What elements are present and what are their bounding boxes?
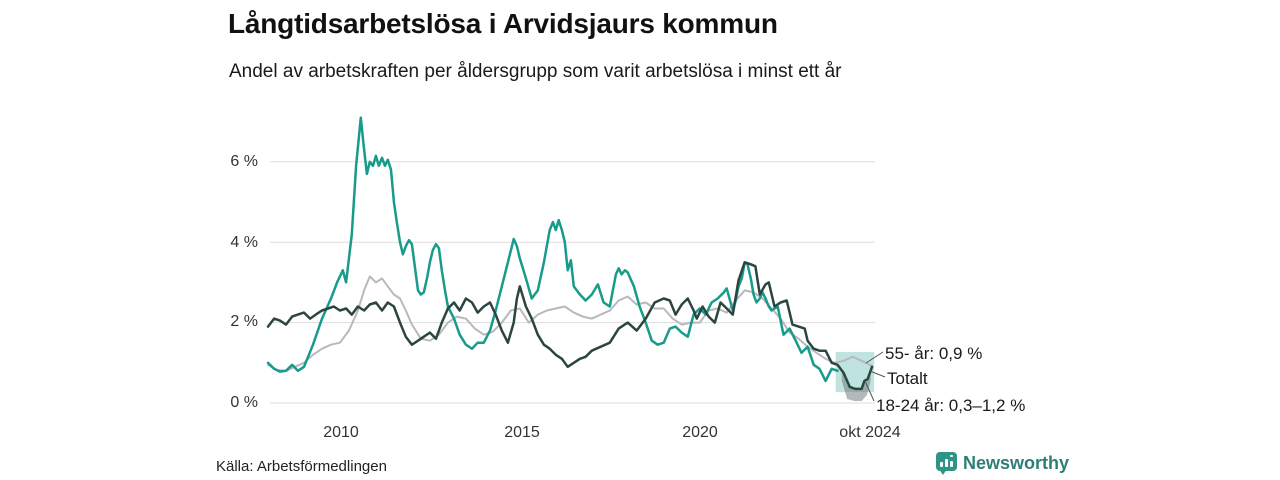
source-note: Källa: Arbetsförmedlingen: [216, 458, 387, 475]
chart-title: Långtidsarbetslösa i Arvidsjaurs kommun: [228, 8, 778, 39]
logo-bar-small: [940, 462, 943, 467]
uncertainty-band-18-24: [841, 368, 871, 401]
logo-bar-dot: [950, 455, 953, 457]
series-line-18-24-r: [266, 116, 839, 383]
logo-bar-tall: [945, 459, 948, 467]
chart-subtitle: Andel av arbetskraften per åldersgrupp s…: [229, 61, 842, 82]
y-axis-tick-4: 4 %: [230, 234, 258, 251]
annotation-55-plus: 55- år: 0,9 %: [885, 344, 983, 363]
annotation-18-24: 18-24 år: 0,3–1,2 %: [876, 396, 1026, 415]
annotation-totalt: Totalt: [887, 369, 928, 388]
y-axis-tick-6: 6 %: [230, 153, 258, 170]
y-axis-tick-0: 0 %: [230, 394, 258, 411]
annotation-connector-1: [869, 370, 886, 378]
newsworthy-logo-icon: [936, 452, 957, 471]
logo-bar-exclaim: [950, 461, 953, 467]
x-axis-tick-2020: 2020: [682, 424, 718, 441]
logo-bubble-tail: [939, 469, 947, 475]
x-axis-tick-2015: 2015: [504, 424, 540, 441]
brand-name: Newsworthy: [963, 453, 1070, 473]
annotation-connector-0: [865, 351, 884, 364]
series-line-55-r: [266, 261, 874, 391]
x-axis-tick-okt-2024: okt 2024: [839, 424, 901, 441]
annotation-connector-2: [864, 380, 875, 402]
y-axis-tick-2: 2 %: [230, 313, 258, 330]
x-axis-tick-2010: 2010: [323, 424, 359, 441]
